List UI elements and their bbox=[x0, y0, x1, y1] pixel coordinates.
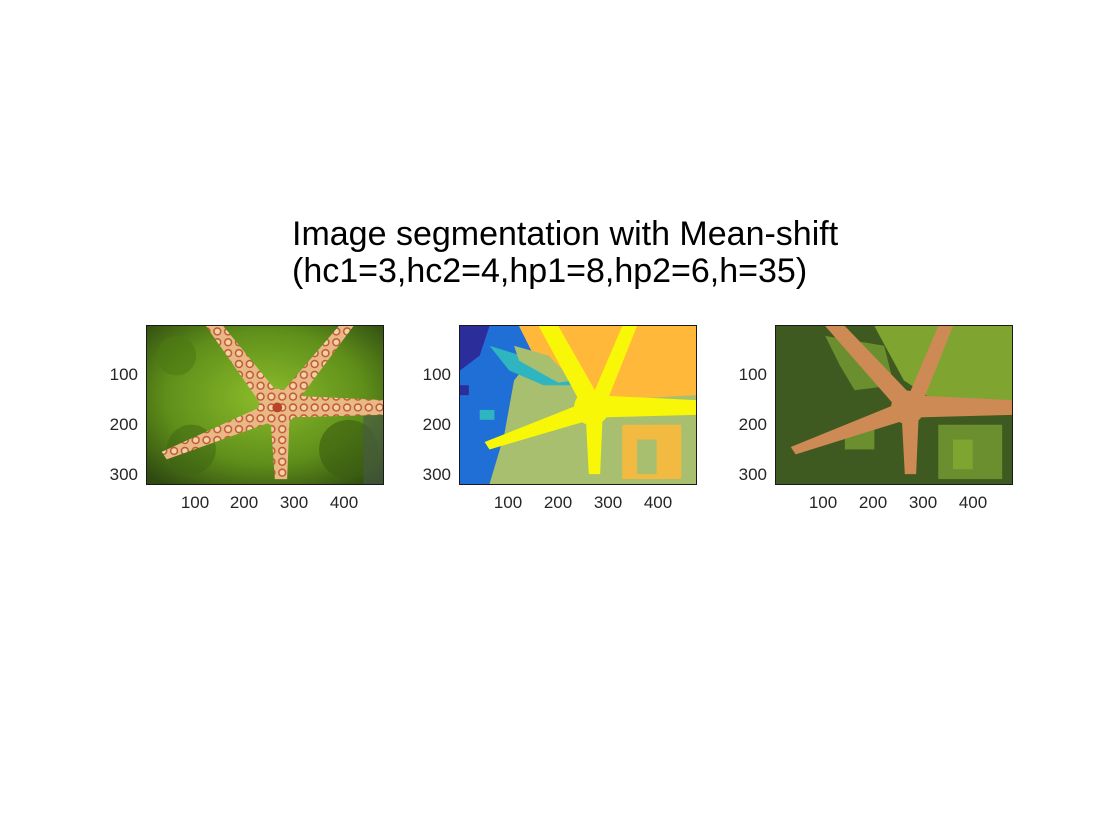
mean-color-image bbox=[776, 326, 1012, 484]
panel-3-xtick-400: 400 bbox=[958, 493, 988, 512]
starfish bbox=[161, 326, 383, 480]
panel-3-xtick-100: 100 bbox=[808, 493, 838, 512]
panel-original-image bbox=[146, 325, 384, 485]
panel-2-xtick-400: 400 bbox=[643, 493, 673, 512]
panel-1-ytick-200: 200 bbox=[109, 415, 138, 434]
panel-1-xtick-100: 100 bbox=[180, 493, 210, 512]
panel-2-ytick-300: 300 bbox=[422, 465, 451, 484]
panel-2-xtick-300: 300 bbox=[593, 493, 623, 512]
label-map-image bbox=[460, 326, 696, 484]
label-map-starfish bbox=[484, 326, 696, 475]
panel-3-ytick-300: 300 bbox=[738, 465, 767, 484]
figure-title-line-2: (hc1=3,hc2=4,hp1=8,hp2=6,h=35) bbox=[292, 252, 808, 290]
panel-3-xtick-300: 300 bbox=[908, 493, 938, 512]
panel-1-xtick-300: 300 bbox=[279, 493, 309, 512]
panel-1-xtick-400: 400 bbox=[329, 493, 359, 512]
mean-color-starfish bbox=[790, 326, 1012, 475]
panel-2-ytick-200: 200 bbox=[422, 415, 451, 434]
panel-1-xtick-200: 200 bbox=[229, 493, 259, 512]
panel-3-ytick-200: 200 bbox=[738, 415, 767, 434]
panel-1-ytick-100: 100 bbox=[109, 365, 138, 384]
panel-mean-color bbox=[775, 325, 1013, 485]
panel-label-map bbox=[459, 325, 697, 485]
panel-3-ytick-100: 100 bbox=[738, 365, 767, 384]
panel-3-xtick-200: 200 bbox=[858, 493, 888, 512]
panel-2-ytick-100: 100 bbox=[422, 365, 451, 384]
figure-title-line-1: Image segmentation with Mean-shift bbox=[292, 215, 839, 253]
starfish-photo bbox=[147, 326, 383, 484]
panel-1-ytick-300: 300 bbox=[109, 465, 138, 484]
panel-2-xtick-100: 100 bbox=[493, 493, 523, 512]
panel-2-xtick-200: 200 bbox=[543, 493, 573, 512]
figure-title: Image segmentation with Mean-shift (hc1=… bbox=[292, 216, 992, 290]
